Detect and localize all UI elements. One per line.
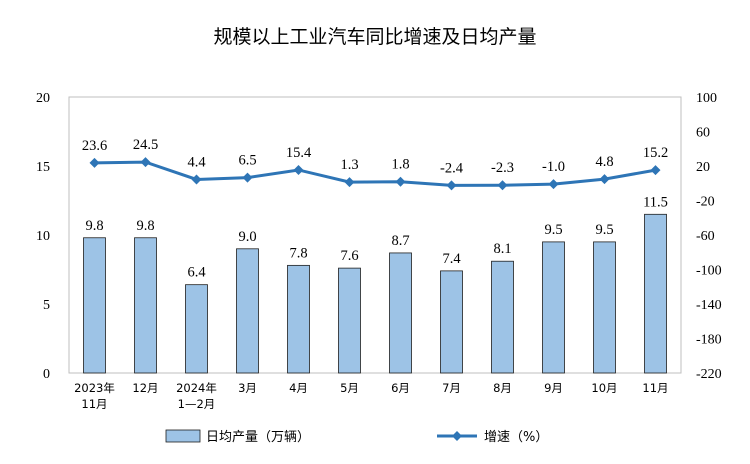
growth-point <box>446 180 457 191</box>
x-tick-label: 11月 <box>81 397 107 411</box>
bar <box>389 252 412 374</box>
growth-point <box>242 172 253 183</box>
y-right-tick-label: -60 <box>696 229 715 244</box>
bar-value-label: 7.6 <box>340 248 358 264</box>
growth-point <box>89 157 100 168</box>
y-right-tick-label: 20 <box>696 160 710 175</box>
x-tick-label: 8月 <box>493 381 512 395</box>
growth-point <box>497 180 508 191</box>
growth-value-label: 23.6 <box>82 138 107 154</box>
x-tick-label: 11月 <box>642 381 668 395</box>
growth-value-label: 1.3 <box>340 157 358 173</box>
growth-point <box>599 174 610 185</box>
bar-value-label: 7.4 <box>442 251 461 267</box>
bar-value-label: 6.4 <box>187 265 206 281</box>
x-tick-label: 3月 <box>238 381 257 395</box>
growth-value-label: -1.0 <box>542 159 565 175</box>
bar-value-label: 8.7 <box>391 233 409 249</box>
bar-value-label: 9.0 <box>238 229 256 245</box>
growth-point <box>293 164 304 175</box>
y-left-tick-label: 0 <box>43 367 50 382</box>
growth-point <box>344 177 355 188</box>
plot-frame <box>68 96 682 374</box>
legend-line-marker <box>452 431 462 441</box>
bar <box>83 237 106 374</box>
growth-value-label: 15.2 <box>643 145 668 161</box>
bar <box>440 270 463 374</box>
y-right-tick-label: -20 <box>696 195 715 210</box>
bar-value-label: 11.5 <box>643 194 668 210</box>
bar <box>644 213 667 374</box>
growth-value-label: -2.3 <box>491 160 514 176</box>
growth-point <box>140 157 151 168</box>
x-tick-label: 1—2月 <box>178 397 216 411</box>
x-tick-label: 7月 <box>442 381 461 395</box>
chart-title: 规模以上工业汽车同比增速及日均产量 <box>213 26 537 48</box>
x-tick-label: 9月 <box>544 381 563 395</box>
bar-value-label: 9.8 <box>136 218 154 234</box>
y-right-tick-label: -140 <box>696 298 722 313</box>
growth-value-label: -2.4 <box>440 160 464 176</box>
y-right-tick-label: -180 <box>696 333 722 348</box>
bar-value-label: 7.8 <box>289 245 307 261</box>
growth-value-label: 4.4 <box>187 154 206 170</box>
legend-bar-swatch <box>165 429 201 443</box>
bar <box>338 267 361 374</box>
x-tick-label: 2024年 <box>176 381 217 395</box>
y-left-tick-label: 10 <box>36 229 50 244</box>
y-left-tick-label: 15 <box>36 160 50 175</box>
y-right-tick-label: -100 <box>696 264 722 279</box>
x-tick-label: 4月 <box>289 381 308 395</box>
x-tick-label: 2023年 <box>74 381 115 395</box>
bar <box>185 284 208 374</box>
growth-value-label: 15.4 <box>286 145 312 161</box>
bar-value-label: 9.5 <box>544 222 562 238</box>
growth-value-label: 4.8 <box>595 154 613 170</box>
x-tick-label: 6月 <box>391 381 410 395</box>
bar-value-label: 9.8 <box>85 218 103 234</box>
growth-line <box>94 160 656 187</box>
legend-line-label: 增速（%） <box>484 430 548 445</box>
growth-point <box>650 165 661 176</box>
y-left-tick-label: 5 <box>43 298 50 313</box>
growth-value-label: 1.8 <box>391 157 409 173</box>
y-right-tick-label: 60 <box>696 126 710 141</box>
bar <box>491 260 514 374</box>
x-tick-label: 12月 <box>132 381 158 395</box>
growth-point <box>395 176 406 187</box>
y-right-tick-label: -220 <box>696 367 722 382</box>
growth-point <box>548 179 559 190</box>
bar <box>542 241 565 374</box>
bar <box>236 248 259 374</box>
bar <box>287 264 310 374</box>
y-left-tick-label: 20 <box>36 91 50 106</box>
x-tick-label: 10月 <box>591 381 617 395</box>
growth-value-label: 24.5 <box>133 137 158 153</box>
legend-bar-label: 日均产量（万辆） <box>206 430 310 445</box>
growth-point <box>191 174 202 185</box>
bar-value-label: 9.5 <box>595 222 613 238</box>
x-tick-label: 5月 <box>340 381 359 395</box>
y-right-tick-label: 100 <box>696 91 717 106</box>
bar <box>134 237 157 374</box>
bar-value-label: 8.1 <box>493 241 511 257</box>
growth-value-label: 6.5 <box>238 153 256 169</box>
bar <box>593 241 616 374</box>
